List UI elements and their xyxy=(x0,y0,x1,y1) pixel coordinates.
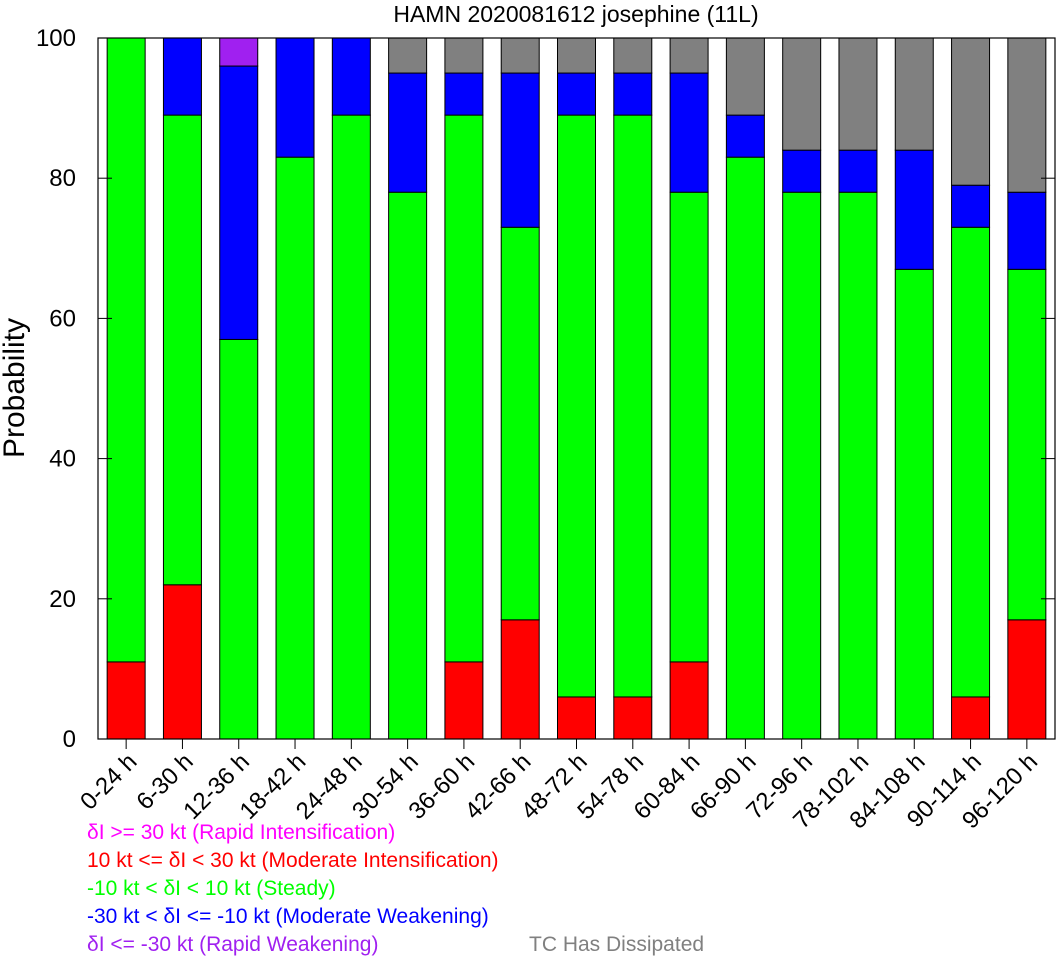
bar-segment xyxy=(613,114,653,698)
bar-segment xyxy=(388,37,428,74)
bar-segment xyxy=(951,226,991,698)
bar-segment xyxy=(669,72,709,193)
y-axis-label: Probability xyxy=(0,318,31,458)
bar-segment xyxy=(669,191,709,663)
bar-segment xyxy=(669,37,709,74)
bar-segment xyxy=(838,37,878,151)
bar-segment xyxy=(331,114,371,740)
legend-entry: -10 kt < δI < 10 kt (Steady) xyxy=(87,877,336,900)
bar-segment xyxy=(725,156,765,740)
bar-segment xyxy=(275,37,315,158)
y-tick-label: 60 xyxy=(49,305,76,332)
legend-entry: δI <= -30 kt (Rapid Weakening) xyxy=(87,933,378,956)
bar-segment xyxy=(500,72,540,228)
bar-segment xyxy=(162,37,202,116)
y-tick-label: 100 xyxy=(36,25,76,52)
bar-segment xyxy=(388,72,428,193)
bar-segment xyxy=(894,37,934,151)
bar-segment xyxy=(444,37,484,74)
bar-segment xyxy=(782,149,822,193)
legend-entry: δI >= 30 kt (Rapid Intensification) xyxy=(87,821,395,844)
y-tick-label: 40 xyxy=(49,446,76,473)
legend-entry: 10 kt <= δI < 30 kt (Moderate Intensific… xyxy=(87,849,499,872)
x-ticks: 0-24 h6-30 h12-36 h18-42 h24-48 h30-54 h… xyxy=(75,739,1043,834)
bar-segment xyxy=(669,661,709,740)
bar-segment xyxy=(106,661,146,740)
bar-segment xyxy=(782,191,822,740)
chart-title: HAMN 2020081612 josephine (11L) xyxy=(393,1,758,27)
bar-segment xyxy=(444,114,484,663)
bar-segment xyxy=(557,37,596,74)
bar-segment xyxy=(894,268,934,740)
bar-segment xyxy=(219,65,259,340)
bar-segment xyxy=(613,37,653,74)
bar-segment xyxy=(444,661,484,740)
y-tick-label: 20 xyxy=(49,586,76,613)
bar-segment xyxy=(1007,619,1047,740)
bar-segment xyxy=(1007,191,1047,270)
bar-segment xyxy=(162,584,202,740)
y-tick-label: 0 xyxy=(63,726,76,753)
bars-layer xyxy=(106,37,1047,740)
y-tick-label: 80 xyxy=(49,165,76,192)
bar-segment xyxy=(951,184,991,228)
bar-segment xyxy=(613,696,653,740)
bar-segment xyxy=(500,226,540,621)
bar-segment xyxy=(725,37,765,116)
bar-segment xyxy=(838,191,878,740)
bar-segment xyxy=(557,72,596,116)
legend: δI >= 30 kt (Rapid Intensification) 10 kt… xyxy=(87,821,704,956)
x-tick-label: 0-24 h xyxy=(75,748,142,815)
bar-segment xyxy=(894,149,934,270)
bar-segment xyxy=(219,338,259,740)
bar-segment xyxy=(557,696,596,740)
bar-segment xyxy=(275,156,315,740)
legend-entry: TC Has Dissipated xyxy=(529,933,704,956)
bar-segment xyxy=(500,619,540,740)
bar-segment xyxy=(782,37,822,151)
bar-segment xyxy=(725,114,765,158)
bar-segment xyxy=(1007,268,1047,621)
bar-segment xyxy=(1007,37,1047,193)
bar-segment xyxy=(331,37,371,116)
bar-segment xyxy=(500,37,540,74)
legend-entry: -30 kt < δI <= -10 kt (Moderate Weakenin… xyxy=(87,905,489,928)
bar-segment xyxy=(106,37,146,663)
bar-segment xyxy=(838,149,878,193)
bar-segment xyxy=(388,191,428,740)
bar-segment xyxy=(219,37,259,67)
bar-segment xyxy=(613,72,653,116)
bar-segment xyxy=(444,72,484,116)
bar-segment xyxy=(951,37,991,186)
y-ticks: 0 20 40 60 80 100 xyxy=(36,25,1055,753)
bar-segment xyxy=(557,114,596,698)
bar-segment xyxy=(162,114,202,586)
bar-segment xyxy=(951,696,991,740)
